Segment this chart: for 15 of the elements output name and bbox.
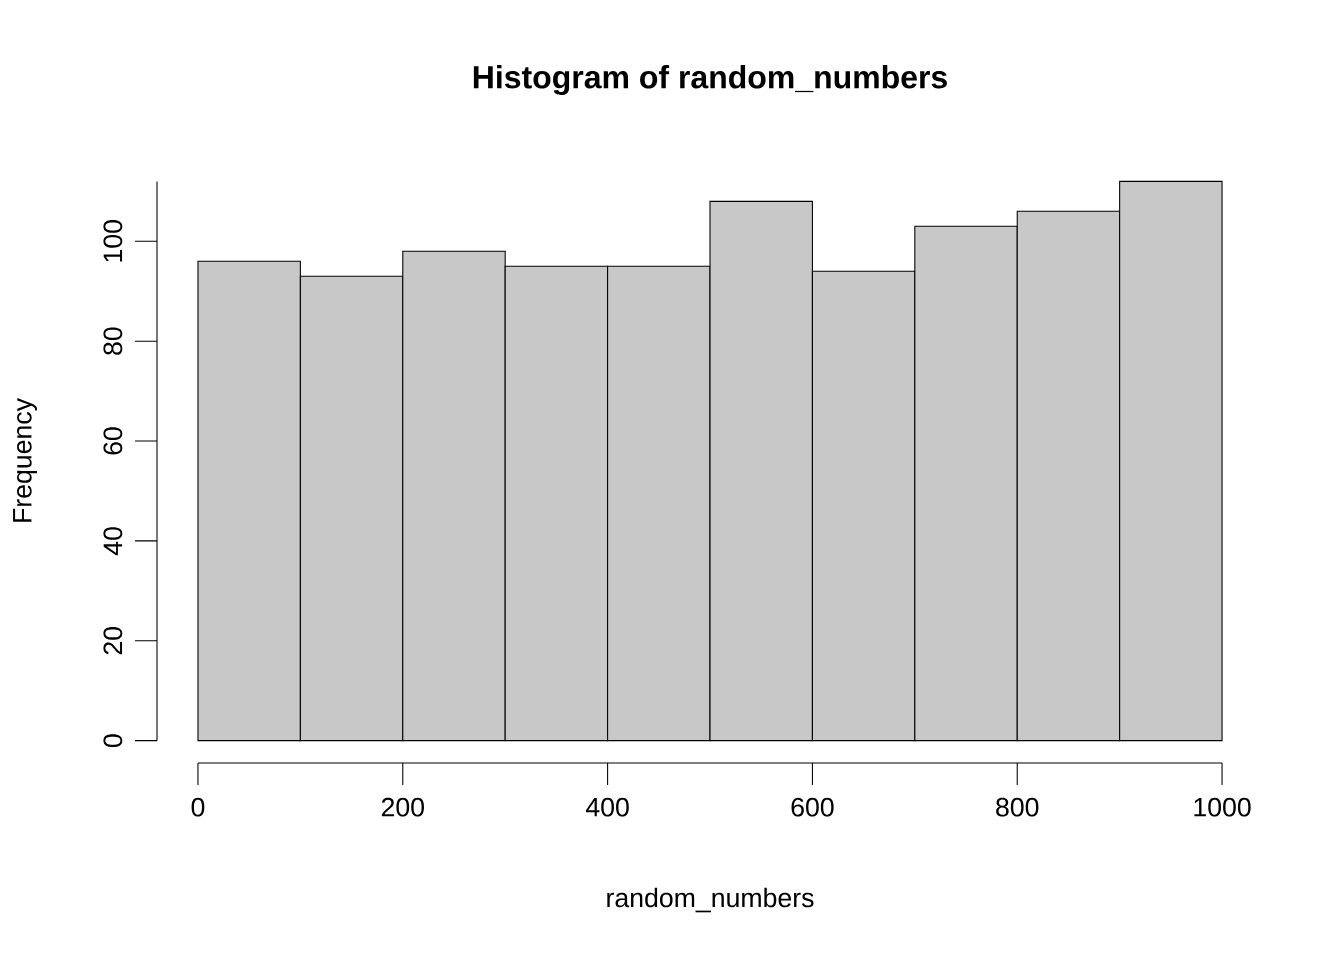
y-tick-label: 60 bbox=[103, 427, 123, 455]
y-tick-label: 20 bbox=[103, 627, 123, 655]
x-tick-label: 0 bbox=[191, 797, 205, 817]
chart-title: Histogram of random_numbers bbox=[473, 65, 947, 95]
x-tick-label: 800 bbox=[996, 797, 1039, 817]
x-tick-label: 200 bbox=[381, 797, 424, 817]
x-tick-label: 400 bbox=[585, 797, 629, 817]
x-tick-label: 1000 bbox=[1194, 797, 1251, 817]
x-axis-title: random_numbers bbox=[607, 887, 814, 913]
y-axis-title: Frequency bbox=[13, 398, 37, 522]
y-tick-label: 100 bbox=[103, 220, 123, 262]
y-tick-label: 80 bbox=[103, 327, 123, 355]
y-tick-label: 0 bbox=[103, 734, 123, 748]
x-tick-label: 600 bbox=[791, 797, 834, 817]
y-tick-label: 40 bbox=[103, 527, 123, 556]
